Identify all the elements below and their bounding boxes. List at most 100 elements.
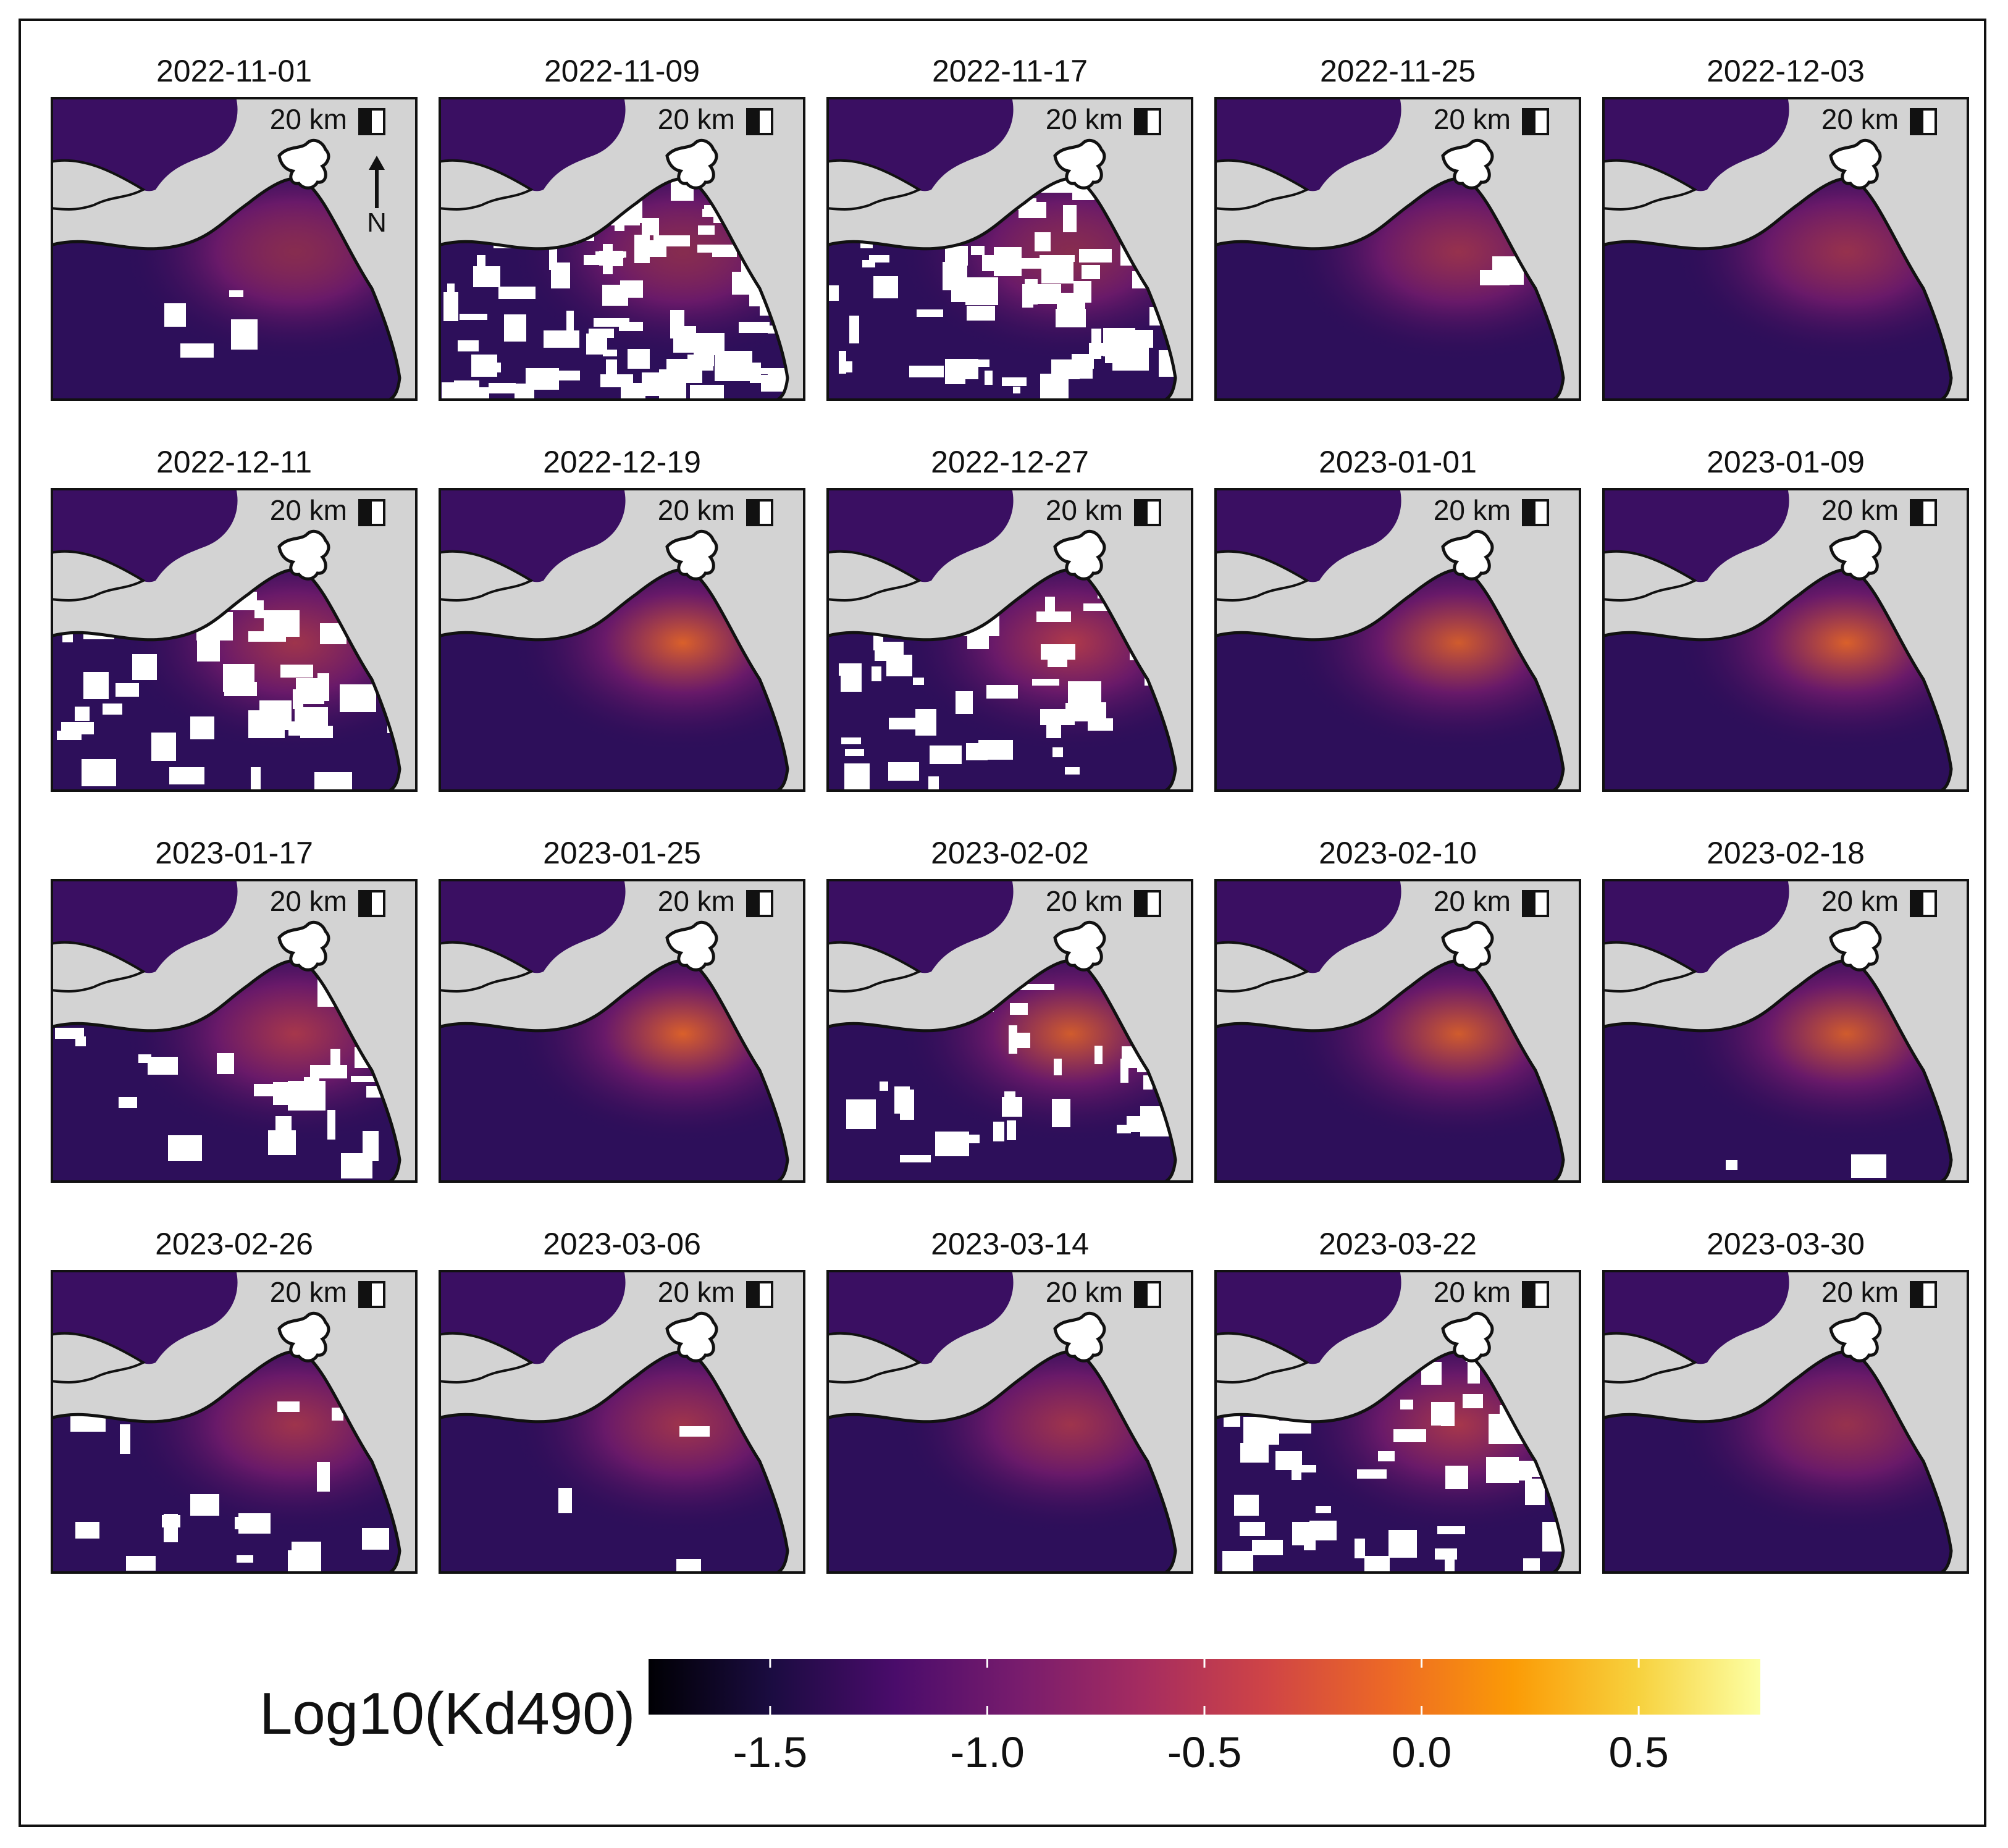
island-land	[439, 1332, 534, 1384]
kd490-map: 20 km	[1602, 879, 1969, 1183]
scale-bar-label: 20 km	[1434, 1276, 1511, 1308]
scale-bar-label: 20 km	[1821, 103, 1899, 135]
island-land	[826, 941, 922, 993]
harbour-outline	[277, 1311, 330, 1363]
map-panel: 2023-03-30 20 km	[1602, 1225, 1969, 1574]
panel-date-label: 2023-03-30	[1707, 1227, 1865, 1261]
scale-bar-label: 20 km	[270, 885, 347, 917]
harbour-outline	[665, 529, 718, 581]
map-frame	[439, 1270, 805, 1574]
harbour-outline	[1441, 920, 1494, 972]
panel-date-label: 2022-12-11	[156, 445, 313, 479]
island-land	[439, 941, 534, 993]
scale-bar-label: 20 km	[1434, 103, 1511, 135]
scale-bar-label: 20 km	[270, 494, 347, 526]
harbour-outline	[1829, 529, 1882, 581]
panel-date-label: 2022-12-03	[1707, 54, 1865, 88]
kd490-map: 20 km	[1602, 488, 1969, 792]
island-land	[1214, 1332, 1310, 1384]
map-panel: 2022-11-25 20 km	[1214, 52, 1581, 401]
kd490-map: 20 km	[1602, 97, 1969, 401]
panel-date-label: 2022-11-17	[931, 54, 1088, 88]
panel-date-label: 2023-03-14	[931, 1227, 1089, 1261]
map-panel: 2023-03-06 20 km	[439, 1225, 805, 1574]
map-panel: 2022-12-27 20 km	[826, 443, 1193, 792]
kd490-map: 20 km	[439, 488, 805, 792]
island-land	[51, 159, 146, 211]
scale-bar-label: 20 km	[658, 103, 735, 135]
colorbar-title: Log10(Kd490)	[259, 1681, 636, 1747]
kd490-map: 20 km	[1214, 488, 1581, 792]
cloud-gaps	[1215, 1351, 1563, 1574]
map-panel: 2023-01-01 20 km	[1214, 443, 1581, 792]
colorbar-tick-label: -0.5	[1167, 1728, 1242, 1776]
kd490-map: 20 km	[1214, 879, 1581, 1183]
island-land	[439, 550, 534, 602]
harbour-outline	[1829, 138, 1882, 190]
map-frame	[51, 1270, 418, 1574]
map-panel: 2022-11-01 20 km N	[51, 52, 418, 401]
harbour-outline	[1053, 138, 1106, 190]
island-land	[1602, 550, 1698, 602]
turbidity-plume	[51, 178, 400, 401]
harbour-outline	[665, 920, 718, 972]
turbidity-plume	[439, 960, 788, 1183]
kd490-map: 20 km	[1214, 1270, 1581, 1574]
panel-date-label: 2022-11-25	[1319, 54, 1476, 88]
scale-bar-label: 20 km	[1046, 494, 1123, 526]
turbidity-plume	[826, 178, 1175, 401]
map-frame	[439, 879, 805, 1183]
kd490-map: 20 km N	[51, 97, 418, 401]
harbour-outline	[1829, 920, 1882, 972]
panel-date-label: 2023-03-06	[543, 1227, 701, 1261]
map-panel: 2023-02-10 20 km	[1214, 834, 1581, 1183]
kd490-map: 20 km	[439, 1270, 805, 1574]
turbidity-plume	[51, 1351, 400, 1574]
turbidity-plume	[1602, 569, 1951, 792]
map-frame	[1602, 97, 1969, 401]
map-frame	[1214, 879, 1581, 1183]
colorbar-ticks: -1.5 -1.0 -0.5 0.0 0.5	[733, 1659, 1669, 1776]
panel-date-label: 2022-11-09	[544, 54, 700, 88]
scale-bar-label: 20 km	[1434, 494, 1511, 526]
island-land	[1214, 550, 1310, 602]
turbidity-plume	[439, 1351, 788, 1574]
map-frame	[1214, 488, 1581, 792]
scale-bar-label: 20 km	[658, 885, 735, 917]
panel-date-label: 2023-03-22	[1319, 1227, 1477, 1261]
map-frame	[1214, 1270, 1581, 1574]
kd490-map: 20 km	[51, 488, 418, 792]
island-land	[1214, 159, 1310, 211]
turbidity-plume	[826, 569, 1175, 792]
island-land	[51, 1332, 146, 1384]
scale-bar-label: 20 km	[1821, 494, 1899, 526]
north-label: N	[367, 208, 387, 238]
harbour-outline	[665, 1311, 718, 1363]
panel-date-label: 2022-12-27	[931, 445, 1089, 479]
scale-bar-label: 20 km	[1046, 1276, 1123, 1308]
harbour-outline	[1053, 529, 1106, 581]
cloud-gaps	[1726, 1154, 1886, 1178]
turbidity-plume	[1214, 569, 1563, 792]
turbidity-plume	[1214, 178, 1563, 401]
colorbar-tick-label: 0.5	[1608, 1728, 1668, 1776]
harbour-outline	[277, 920, 330, 972]
kd490-map: 20 km	[439, 879, 805, 1183]
scale-bar-label: 20 km	[270, 1276, 347, 1308]
map-panel: 2023-03-22 20 km	[1214, 1225, 1581, 1574]
map-frame	[1602, 1270, 1969, 1574]
panel-date-label: 2023-02-10	[1319, 836, 1477, 870]
harbour-outline	[1053, 1311, 1106, 1363]
harbour-outline	[277, 138, 330, 190]
panel-date-label: 2022-11-01	[156, 54, 313, 88]
scale-bar-label: 20 km	[270, 103, 347, 135]
scale-bar-label: 20 km	[1046, 103, 1123, 135]
kd490-map: 20 km	[826, 488, 1193, 792]
turbidity-plume	[1214, 960, 1563, 1183]
island-land	[51, 941, 146, 993]
island-land	[439, 159, 534, 211]
scale-bar-label: 20 km	[1821, 885, 1899, 917]
harbour-outline	[1441, 1311, 1494, 1363]
kd490-map: 20 km	[439, 97, 805, 401]
map-frame	[1602, 488, 1969, 792]
